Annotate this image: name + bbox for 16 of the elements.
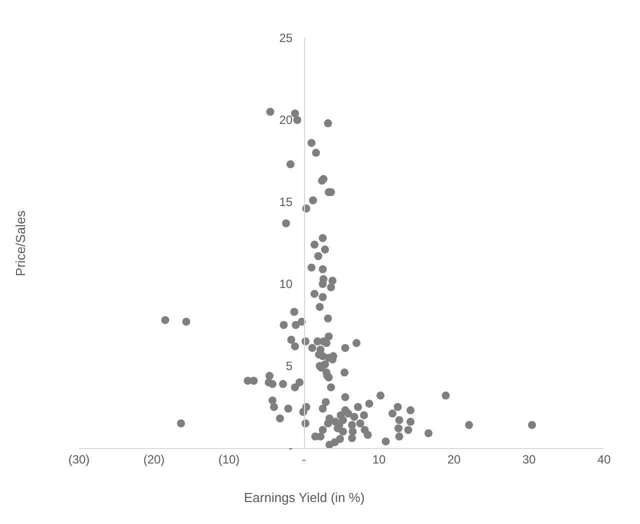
x-tick-label: 10 xyxy=(372,452,386,466)
x-tick-label: 40 xyxy=(597,452,611,466)
x-axis-title: Earnings Yield (in %) xyxy=(244,490,365,505)
y-tick-label: 25 xyxy=(279,31,293,46)
y-axis-title: Price/Sales xyxy=(13,210,28,276)
x-tick-label: 20 xyxy=(447,452,461,466)
x-tick-label: - xyxy=(302,452,306,466)
y-tick-label: 20 xyxy=(279,113,293,128)
x-tick-label: (30) xyxy=(68,452,90,466)
y-tick-label: 10 xyxy=(279,277,293,292)
y-tick-label: 5 xyxy=(286,359,293,374)
y-tick-label: 15 xyxy=(279,195,293,210)
x-tick-label: (20) xyxy=(143,452,165,466)
x-tick-label: 30 xyxy=(522,452,536,466)
y-tick-label: - xyxy=(288,441,293,456)
x-tick-label: (10) xyxy=(218,452,240,466)
